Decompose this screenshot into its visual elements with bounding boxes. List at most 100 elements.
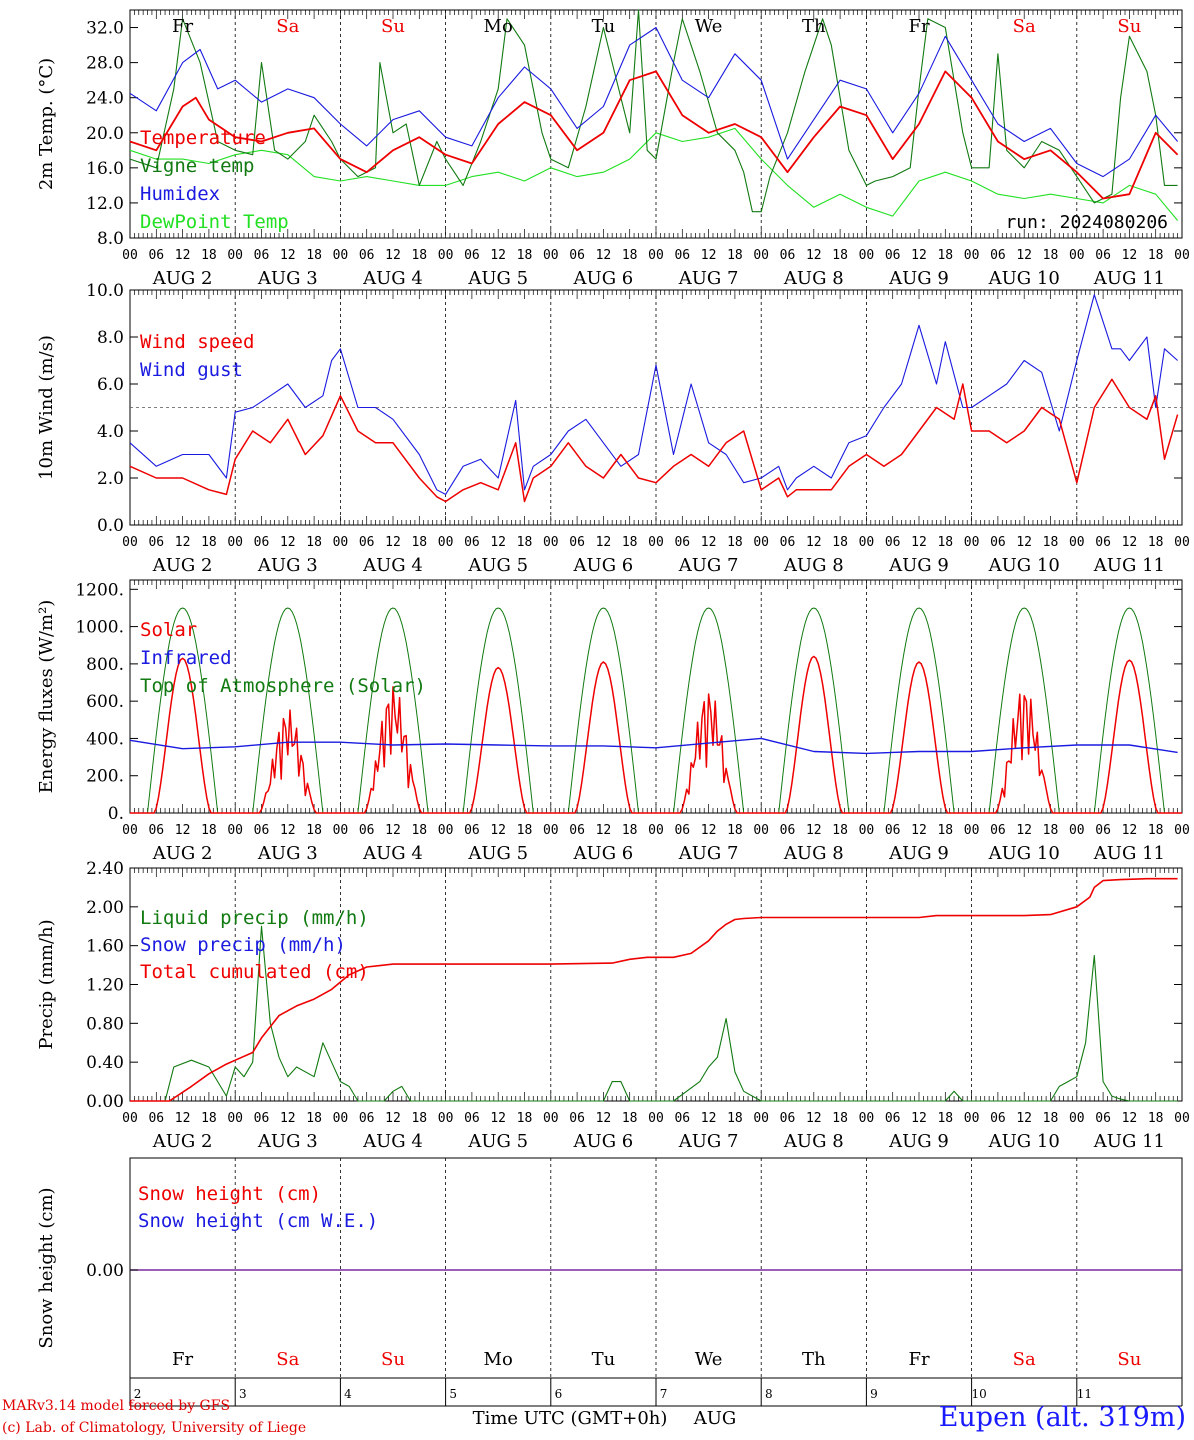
x-hour-label: 00 [438,535,454,550]
x-date-label: AUG 4 [362,843,423,864]
y-tick-label: 32.0 [86,19,124,39]
x-date-label: AUG 4 [362,268,423,289]
x-hour-label: 00 [438,248,454,263]
x-hour-label: 18 [517,248,533,263]
x-hour-label: 06 [674,1111,690,1126]
x-hour-label: 06 [254,248,270,263]
x-hour-label: 18 [727,1111,743,1126]
day-name-bottom: Fr [908,1349,929,1370]
y-tick-label: 10.0 [86,281,124,301]
x-hour-label: 12 [1016,248,1032,263]
x-hour-label: 06 [148,823,164,838]
x-date-label: AUG 2 [152,555,213,576]
day-name-bottom: Fr [172,1349,193,1370]
x-hour-label: 06 [885,1111,901,1126]
x-date-label: AUG 3 [257,1131,318,1152]
y-axis-label: Snow height (cm) [36,1187,57,1348]
x-hour-label: 06 [148,535,164,550]
x-hour-label: 12 [385,823,401,838]
x-hour-label: 06 [1095,823,1111,838]
legend-wind-gust: Wind gust [140,359,243,381]
x-hour-label: 12 [490,823,506,838]
x-hour-label: 12 [701,535,717,550]
x-date-label: AUG 2 [152,843,213,864]
x-hour-label: 18 [1043,1111,1059,1126]
x-hour-label: 06 [569,823,585,838]
x-hour-label: 06 [464,1111,480,1126]
legend-wind-speed: Wind speed [140,331,254,353]
x-hour-label: 12 [911,535,927,550]
x-hour-label: 06 [359,535,375,550]
y-tick-label: 2.40 [86,859,124,879]
x-hour-label: 00 [227,823,243,838]
x-hour-label: 00 [648,248,664,263]
x-date-label: AUG 5 [467,555,528,576]
y-tick-label: 8.0 [97,328,124,348]
day-name-bottom: Sa [1013,1349,1036,1370]
series-humidex [129,26,1179,178]
series-vigne-temp [129,9,1178,213]
day-number: 3 [239,1387,247,1401]
x-hour-label: 12 [596,1111,612,1126]
day-name-top: We [695,16,723,37]
x-hour-label: 18 [201,823,217,838]
day-name-bottom: Sa [276,1349,299,1370]
x-hour-label: 12 [806,823,822,838]
x-hour-label: 12 [596,248,612,263]
x-hour-label: 18 [201,1111,217,1126]
day-name-top: Su [381,16,405,37]
y-tick-label: 24.0 [86,89,124,109]
legend-dewpoint-temp: DewPoint Temp [140,211,289,233]
y-tick-label: 12.0 [86,194,124,214]
y-tick-label: 800. [86,655,124,675]
x-hour-label: 12 [490,1111,506,1126]
x-date-label: AUG 7 [678,843,739,864]
x-hour-label: 12 [1016,823,1032,838]
day-number: 9 [870,1387,878,1401]
x-hour-label: 18 [201,535,217,550]
x-hour-label: 00 [543,823,559,838]
x-hour-label: 06 [359,1111,375,1126]
x-hour-label: 06 [464,535,480,550]
x-hour-label: 06 [569,1111,585,1126]
legend-infrared: Infrared [140,647,232,669]
y-tick-label: 1.60 [86,937,124,957]
x-hour-label: 12 [1122,248,1138,263]
legend-snow-height-cm-w-e: Snow height (cm W.E.) [138,1210,378,1232]
y-tick-label: 2.00 [86,898,124,918]
x-date-label: AUG 8 [783,843,844,864]
x-hour-label: 18 [306,535,322,550]
x-date-label: AUG 11 [1093,268,1165,289]
y-axis-label: 10m Wind (m/s) [36,335,57,480]
x-date-label: AUG 7 [678,268,739,289]
x-hour-label: 06 [254,823,270,838]
x-date-label: AUG 4 [362,1131,423,1152]
x-hour-label: 06 [674,248,690,263]
y-axis-label: 2m Temp. (°C) [36,58,57,190]
x-hour-label: 00 [122,823,138,838]
day-name-bottom: Mo [484,1349,513,1370]
x-hour-label: 06 [990,248,1006,263]
x-hour-label: 12 [490,248,506,263]
x-hour-label: 18 [411,248,427,263]
x-hour-label: 00 [964,1111,980,1126]
day-name-top: Mo [484,16,513,37]
x-hour-label: 18 [832,823,848,838]
x-date-label: AUG 11 [1093,555,1165,576]
x-hour-label: 00 [438,823,454,838]
x-date-label: AUG 6 [573,555,634,576]
y-tick-label: 0.00 [86,1261,124,1281]
day-name-bottom: Su [381,1349,405,1370]
x-hour-label: 06 [1095,1111,1111,1126]
y-tick-label: 6.0 [97,375,124,395]
model-credit: MARv3.14 model forced by GFS [2,1398,231,1414]
x-hour-label: 18 [411,535,427,550]
x-hour-label: 18 [411,823,427,838]
x-date-label: AUG 10 [988,555,1060,576]
day-number: 2 [134,1387,142,1401]
x-hour-label: 18 [1043,535,1059,550]
day-name-top: Th [802,16,826,37]
x-hour-label: 06 [780,535,796,550]
x-hour-label: 00 [543,535,559,550]
x-hour-label: 12 [490,535,506,550]
